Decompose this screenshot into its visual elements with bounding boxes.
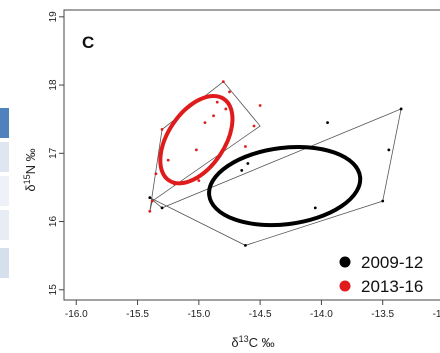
data-point <box>160 206 164 210</box>
side-panel-block <box>0 210 9 240</box>
data-point <box>381 199 385 203</box>
legend-marker <box>339 280 351 292</box>
y-tick-label: 17 <box>48 147 59 159</box>
data-point <box>148 209 152 213</box>
plot-frame <box>63 9 440 301</box>
y-tick-label: 18 <box>48 79 59 91</box>
data-point <box>326 121 329 124</box>
data-points <box>148 80 403 247</box>
data-point <box>387 148 391 152</box>
y-tick-label: 15 <box>48 284 59 296</box>
legend-label: 2009-12 <box>361 253 423 272</box>
y-axis-label: δ15N ‰ <box>22 148 38 191</box>
y-tick-label: 16 <box>48 216 59 228</box>
x-axis-label: δ13C ‰ <box>231 334 274 350</box>
convex-hull-1 <box>149 108 402 246</box>
legend-label: 2013-16 <box>361 277 423 296</box>
data-point <box>150 199 154 203</box>
side-panel-block <box>0 108 9 138</box>
standard-ellipses <box>158 93 363 228</box>
x-tick-label: -13.5 <box>371 309 394 320</box>
data-point <box>221 80 225 84</box>
data-point <box>240 168 244 172</box>
data-point <box>252 124 256 128</box>
data-point <box>194 148 198 152</box>
data-point <box>203 121 207 124</box>
data-point <box>160 128 164 131</box>
standard-ellipse-2 <box>158 93 235 186</box>
panel-label: C <box>82 33 94 52</box>
standard-ellipse-1 <box>207 145 363 228</box>
x-tick-label: -15.5 <box>126 309 149 320</box>
side-panel-block <box>0 176 9 206</box>
data-point <box>154 172 158 176</box>
data-point <box>212 114 215 118</box>
data-point <box>244 244 247 247</box>
x-tick-label: -16.0 <box>65 309 88 320</box>
y-axis-ticks: 15 16 17 18 19 <box>48 11 64 296</box>
convex-hull-2 <box>149 81 261 212</box>
y-tick-label: 19 <box>48 11 59 23</box>
x-tick-label: -14.0 <box>310 309 333 320</box>
data-point <box>166 158 170 162</box>
side-panel-block <box>0 142 9 172</box>
x-tick-label: -14.5 <box>249 309 272 320</box>
data-point <box>197 179 201 182</box>
data-point <box>258 104 262 107</box>
legend: 2009-12 2013-16 <box>339 253 423 296</box>
data-point <box>224 107 228 111</box>
convex-hulls <box>149 81 402 246</box>
data-point <box>228 90 231 94</box>
data-point <box>313 206 317 210</box>
x-tick-label: -15.0 <box>187 309 210 320</box>
x-tick-label: -13.0 <box>433 309 440 320</box>
legend-marker <box>339 256 351 268</box>
data-point <box>244 145 247 148</box>
data-point <box>399 107 403 111</box>
data-point <box>246 162 250 165</box>
data-point <box>215 100 219 104</box>
data-point <box>172 182 176 186</box>
data-point <box>148 196 152 200</box>
x-axis-ticks: -16.0 -15.5 -15.0 -14.5 -14.0 -13.5 -13.0 <box>65 300 440 320</box>
side-panel-block <box>0 248 9 278</box>
